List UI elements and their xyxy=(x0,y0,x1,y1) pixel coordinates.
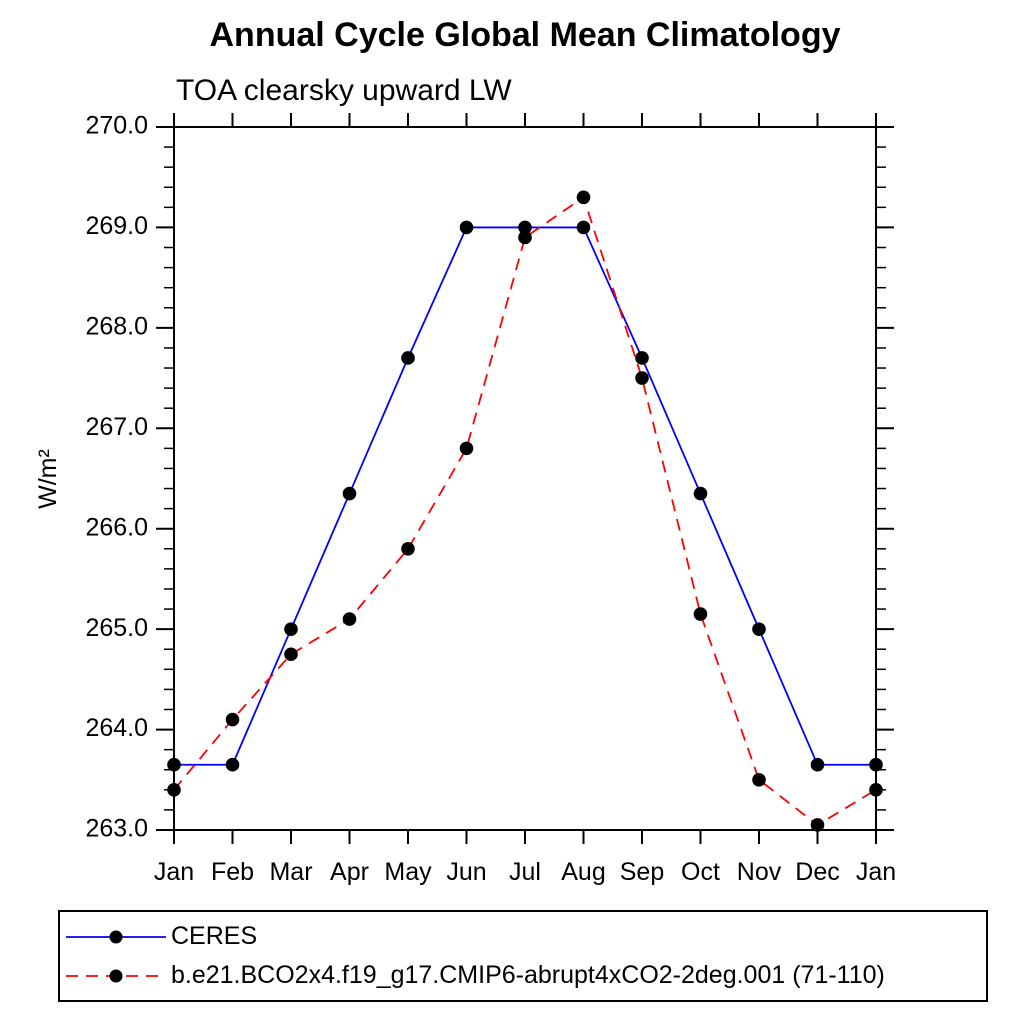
svg-text:Jun: Jun xyxy=(446,858,486,886)
svg-text:270.0: 270.0 xyxy=(85,112,148,140)
svg-text:269.0: 269.0 xyxy=(85,212,148,240)
svg-text:Feb: Feb xyxy=(211,858,254,886)
svg-text:Apr: Apr xyxy=(330,858,369,886)
legend-line-sample-ceres xyxy=(66,930,166,943)
svg-text:268.0: 268.0 xyxy=(85,312,148,340)
chart-title: Annual Cycle Global Mean Climatology xyxy=(209,16,841,54)
svg-text:Jan: Jan xyxy=(856,858,896,886)
legend-label-ceres: CERES xyxy=(171,922,258,950)
svg-text:Jan: Jan xyxy=(154,858,194,886)
svg-text:Dec: Dec xyxy=(795,858,839,886)
svg-text:264.0: 264.0 xyxy=(85,714,148,742)
legend-label-model: b.e21.BCO2x4.f19_g17.CMIP6-abrupt4xCO2-2… xyxy=(171,961,885,989)
legend-item-ceres: CERES xyxy=(64,921,986,953)
svg-text:Sep: Sep xyxy=(620,858,664,886)
svg-text:263.0: 263.0 xyxy=(85,815,148,843)
chart-subtitle: TOA clearsky upward LW xyxy=(176,74,512,107)
svg-text:265.0: 265.0 xyxy=(85,614,148,642)
svg-text:266.0: 266.0 xyxy=(85,513,148,541)
legend-line-sample-model xyxy=(66,969,166,982)
svg-text:Nov: Nov xyxy=(737,858,782,886)
svg-text:Oct: Oct xyxy=(681,858,720,886)
legend: CERES b.e21.BCO2x4.f19_g17.CMIP6-abrupt4… xyxy=(58,910,988,1002)
svg-text:Aug: Aug xyxy=(561,858,605,886)
svg-text:267.0: 267.0 xyxy=(85,413,148,441)
svg-text:Mar: Mar xyxy=(269,858,312,886)
svg-text:Jul: Jul xyxy=(509,858,541,886)
svg-text:May: May xyxy=(384,858,432,886)
legend-item-model: b.e21.BCO2x4.f19_g17.CMIP6-abrupt4xCO2-2… xyxy=(64,960,986,992)
